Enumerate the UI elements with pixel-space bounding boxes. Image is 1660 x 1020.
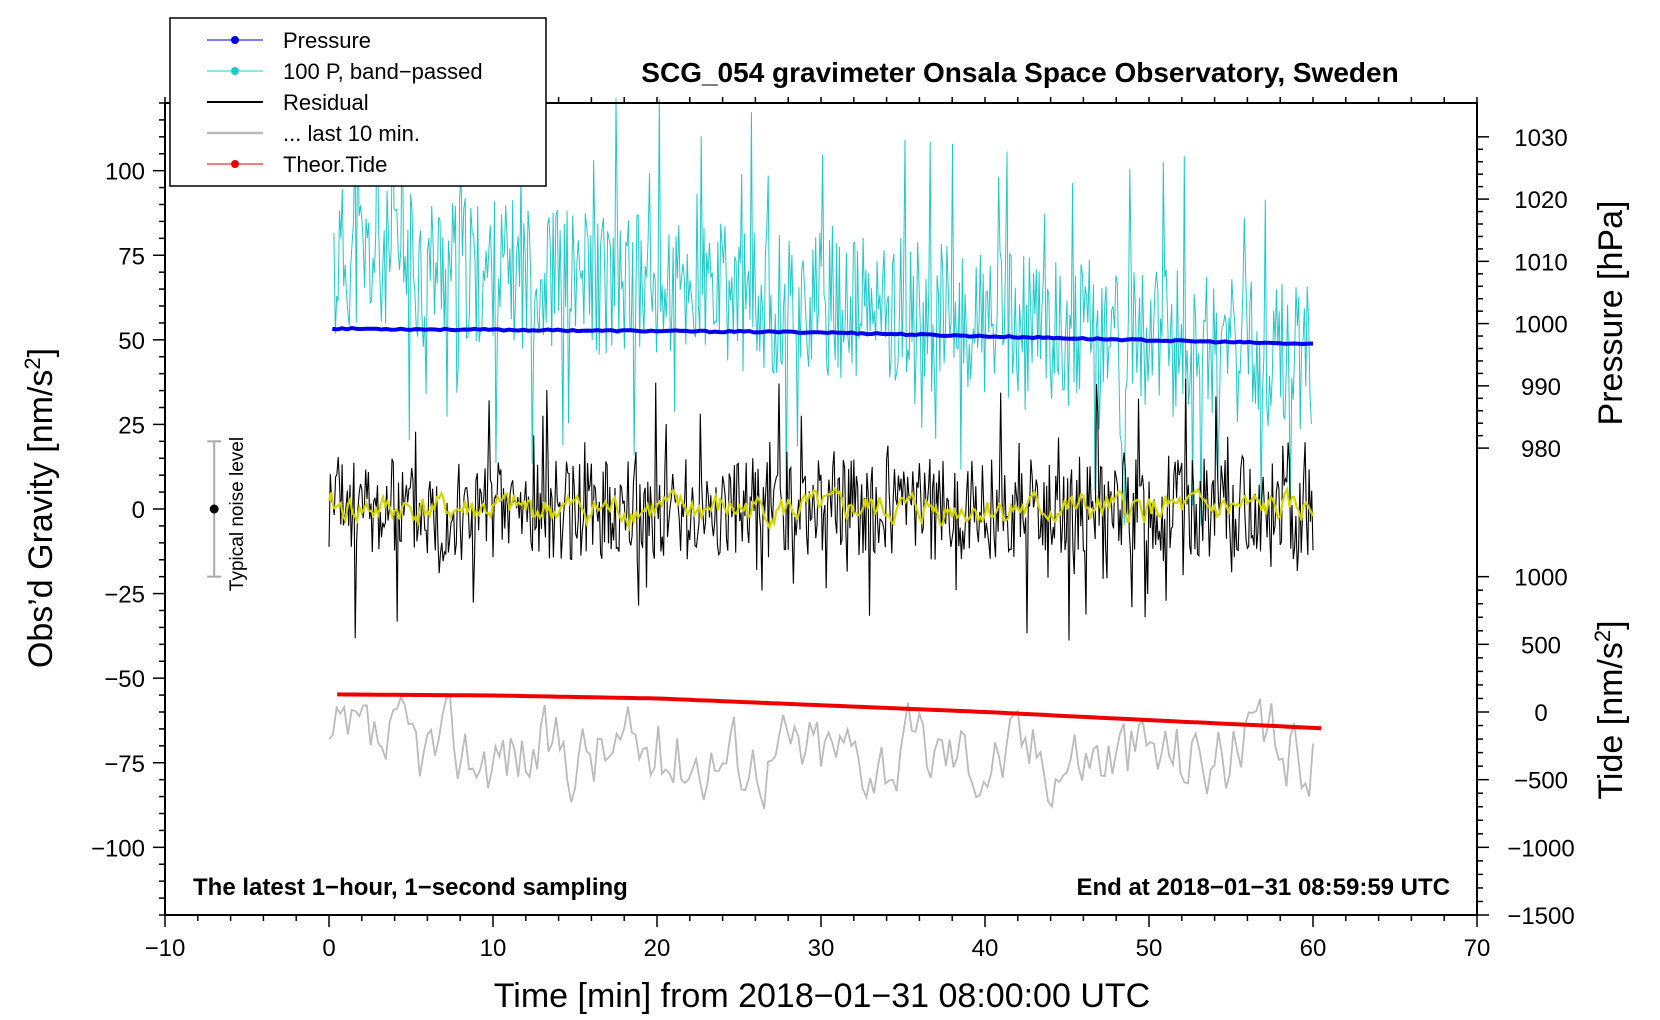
legend-marker-theor-tide [231,160,239,168]
x-tick-label: −10 [145,935,186,962]
series-last-10-min [328,694,1314,810]
ticks-layer: −10 0 10 20 30 40 50 60 70−100−75−50−25025507510… [91,97,1575,962]
legend-marker-pressure [231,36,239,44]
y-tick-label: 50 [118,328,145,355]
series-layer [327,70,1314,810]
legend: Pressure 100 P, band−passed Residual ... la… [169,17,547,187]
pressure-tick-label: 1010 [1514,249,1567,276]
noise-bar-dot [209,504,219,514]
x-tick-label: 0 [322,935,335,962]
y-tick-label: 100 [105,159,145,186]
x-tick-label: 40 [972,935,999,962]
y-tick-label: 0 [132,497,145,524]
tide-tick-label: 500 [1521,632,1561,659]
x-tick-label: 60 [1300,935,1327,962]
tide-axis-title: Tide [nm/s2] [1590,620,1631,799]
legend-label-100-p-band-passed: 100 P, band−passed [283,59,483,84]
tide-tick-label: −1500 [1507,903,1574,930]
x-tick-label: 10 [480,935,507,962]
y-axis-title-sup: 2 [20,357,45,369]
pressure-tick-label: 1030 [1514,125,1567,152]
tide-axis-title-close: ] [1592,620,1630,629]
pressure-tick-label: 1020 [1514,187,1567,214]
y-axis-title-close: ] [22,348,60,357]
chart-title: SCG_054 gravimeter Onsala Space Observat… [641,57,1398,88]
tide-tick-label: −500 [1514,768,1568,795]
series-residual [328,378,1314,641]
legend-label-residual: Residual [283,90,369,115]
series-filtered-residual [327,486,1314,532]
series-pressure [332,325,1313,347]
legend-label-pressure: Pressure [283,28,371,53]
x-tick-label: 30 [808,935,835,962]
tide-tick-label: 0 [1534,700,1547,727]
y-tick-label: −25 [104,582,145,609]
y-tick-label: 25 [118,412,145,439]
tide-layer [337,692,1322,731]
series-theor-tide [337,692,1322,731]
pressure-tick-label: 990 [1521,374,1561,401]
legend-label-theor-tide: Theor.Tide [283,152,387,177]
y-tick-label: −100 [91,835,145,862]
tide-axis-title-main: Tide [nm/s [1592,642,1630,799]
pressure-tick-label: 980 [1521,436,1561,463]
noise-bar-label: Typical noise level [227,437,248,591]
legend-marker-100-p-band-passed [231,67,239,75]
y-tick-label: −50 [104,666,145,693]
x-tick-label: 20 [644,935,671,962]
y-tick-label: 75 [118,243,145,270]
legend-label-last-10-min: ... last 10 min. [283,121,420,146]
noise-bar [207,440,222,578]
tide-tick-label: 1000 [1514,565,1567,592]
y-axis-title: Obs’d Gravity [nm/s2] [20,348,61,668]
pressure-tick-label: 1000 [1514,312,1567,339]
y-axis-title-main: Obs’d Gravity [nm/s [22,370,60,669]
x-axis-title: Time [min] from 2018−01−31 08:00:00 UTC [494,977,1150,1015]
x-tick-label: 70 [1464,935,1491,962]
series-100-p-band-passed [333,70,1312,526]
tide-tick-label: −1000 [1507,835,1574,862]
annotation-left: The latest 1−hour, 1−second sampling [193,874,628,901]
x-tick-label: 50 [1136,935,1163,962]
y-tick-label: −75 [104,751,145,778]
annotation-right: End at 2018−01−31 08:59:59 UTC [1076,874,1450,901]
pressure-axis-title: Pressure [hPa] [1592,201,1630,426]
tide-axis-title-sup: 2 [1590,630,1615,642]
